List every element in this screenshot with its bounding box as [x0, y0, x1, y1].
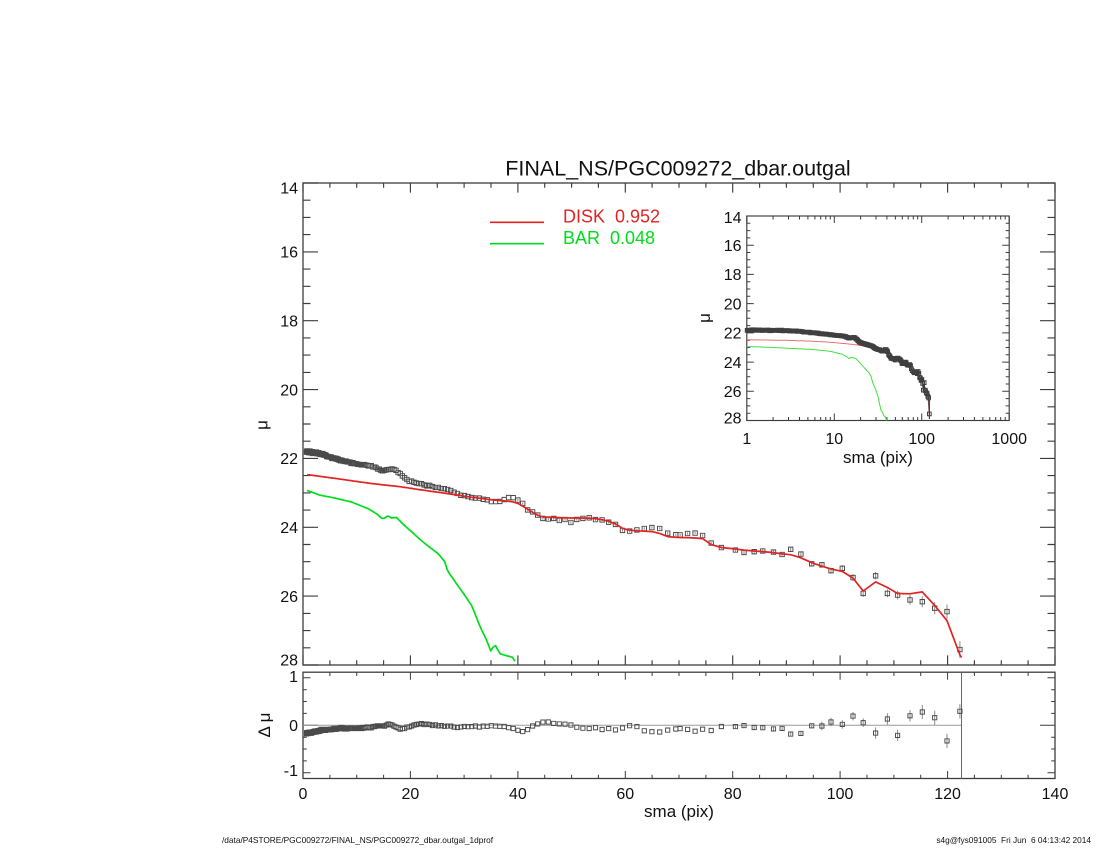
svg-text:-1: -1 — [284, 763, 298, 780]
svg-text:sma (pix): sma (pix) — [843, 448, 913, 467]
svg-text:μ: μ — [695, 313, 714, 323]
svg-text:16: 16 — [280, 245, 298, 262]
svg-text:14: 14 — [724, 210, 742, 227]
svg-text:sma (pix): sma (pix) — [644, 802, 714, 821]
svg-text:24: 24 — [280, 520, 298, 537]
svg-text:BAR 0.048: BAR 0.048 — [563, 228, 655, 248]
svg-text:40: 40 — [509, 786, 527, 803]
svg-text:14: 14 — [280, 181, 298, 198]
svg-text:140: 140 — [1042, 786, 1069, 803]
svg-text:80: 80 — [724, 786, 742, 803]
svg-text:0: 0 — [289, 718, 298, 735]
svg-text:20: 20 — [724, 296, 742, 313]
svg-text:18: 18 — [724, 267, 742, 284]
svg-text:1: 1 — [289, 669, 298, 686]
svg-text:22: 22 — [280, 451, 298, 468]
svg-text:120: 120 — [934, 786, 961, 803]
svg-text:s4g@fys091005 Fri Jun 6 04:1: s4g@fys091005 Fri Jun 6 04:13:42 2014 — [936, 835, 1091, 845]
svg-text:1: 1 — [742, 431, 751, 448]
svg-text:100: 100 — [827, 786, 854, 803]
svg-text:/data/P4STORE/PGC009272/FINAL_: /data/P4STORE/PGC009272/FINAL_NS/PGC0092… — [222, 835, 494, 845]
svg-text:18: 18 — [280, 313, 298, 330]
svg-text:60: 60 — [616, 786, 634, 803]
svg-text:28: 28 — [280, 653, 298, 670]
svg-text:16: 16 — [724, 238, 742, 255]
svg-text:26: 26 — [724, 384, 742, 401]
svg-text:20: 20 — [402, 786, 420, 803]
svg-text:24: 24 — [724, 355, 742, 372]
svg-text:DISK 0.952: DISK 0.952 — [563, 207, 660, 227]
svg-text:28: 28 — [724, 411, 742, 428]
svg-text:20: 20 — [280, 382, 298, 399]
svg-text:1000: 1000 — [991, 431, 1027, 448]
svg-text:μ: μ — [253, 420, 272, 430]
svg-text:FINAL_NS/PGC009272_dbar.outgal: FINAL_NS/PGC009272_dbar.outgal — [505, 157, 850, 181]
svg-text:10: 10 — [825, 431, 843, 448]
svg-text:22: 22 — [724, 326, 742, 343]
svg-text:26: 26 — [280, 589, 298, 606]
svg-text:Δ μ: Δ μ — [255, 713, 274, 738]
svg-text:0: 0 — [299, 786, 308, 803]
svg-text:100: 100 — [908, 431, 935, 448]
